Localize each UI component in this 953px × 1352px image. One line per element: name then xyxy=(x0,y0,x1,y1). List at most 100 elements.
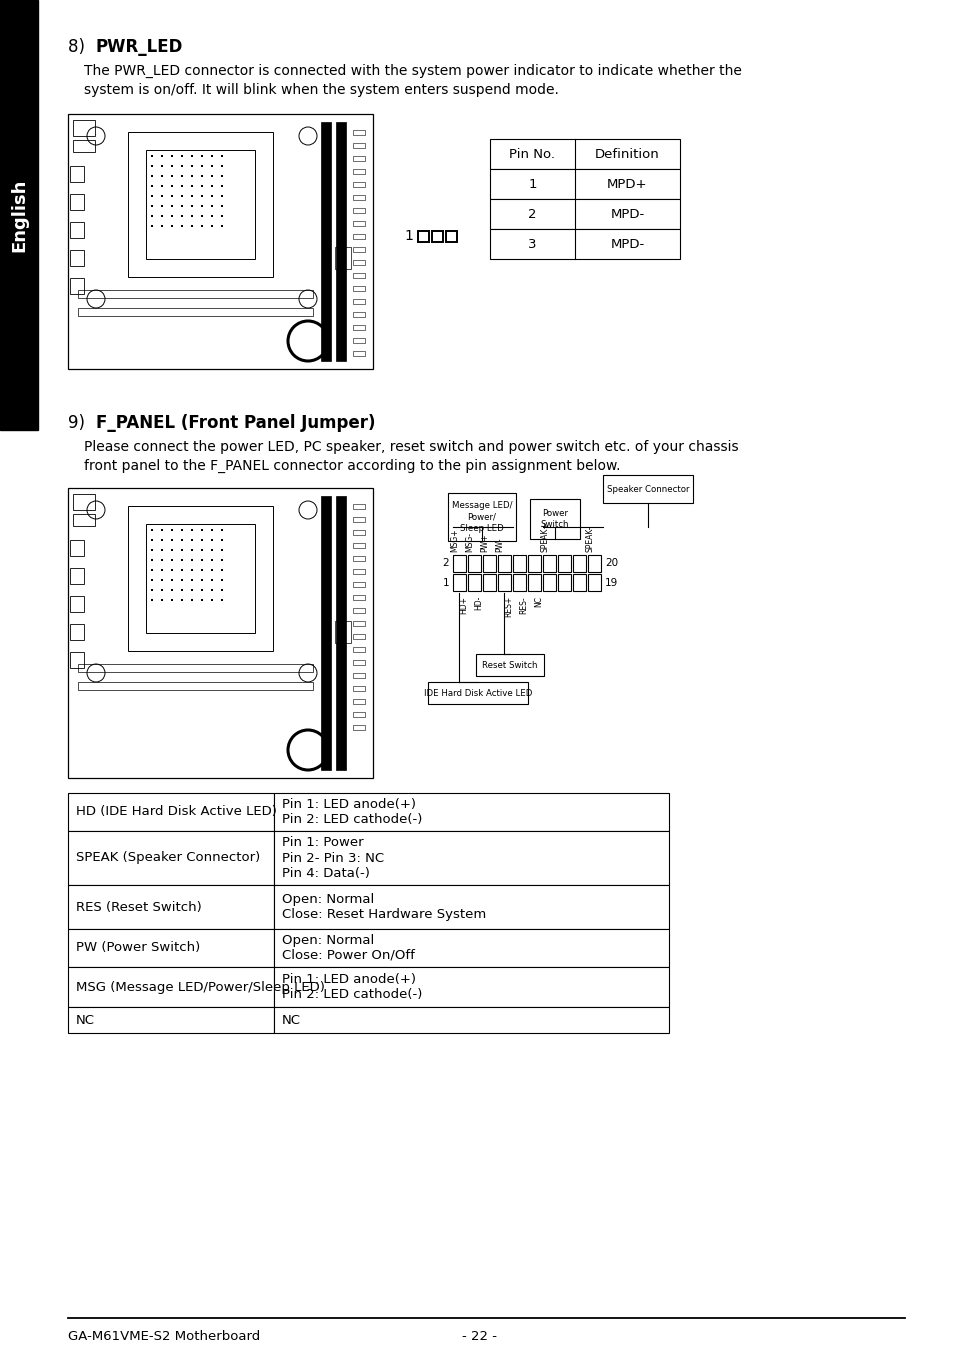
Bar xyxy=(171,529,172,531)
Bar xyxy=(353,208,365,214)
Text: NC: NC xyxy=(282,1014,301,1026)
Bar xyxy=(211,589,213,591)
Bar xyxy=(191,589,193,591)
Bar xyxy=(171,558,172,561)
Bar xyxy=(151,539,152,541)
Bar xyxy=(221,155,223,157)
Bar xyxy=(353,660,365,665)
Bar xyxy=(73,120,95,137)
Text: MPD-: MPD- xyxy=(610,207,644,220)
Text: system is on/off. It will blink when the system enters suspend mode.: system is on/off. It will blink when the… xyxy=(84,82,558,97)
Bar xyxy=(70,250,84,266)
Text: Pin 2- Pin 3: NC: Pin 2- Pin 3: NC xyxy=(282,852,384,864)
Bar xyxy=(128,132,273,277)
Bar xyxy=(151,195,152,197)
Text: front panel to the F_PANEL connector according to the pin assignment below.: front panel to the F_PANEL connector acc… xyxy=(84,458,619,473)
Bar xyxy=(353,621,365,626)
Bar xyxy=(274,967,668,1007)
Bar xyxy=(353,312,365,316)
Bar xyxy=(513,556,525,572)
Text: F_PANEL (Front Panel Jumper): F_PANEL (Front Panel Jumper) xyxy=(96,414,375,433)
Bar xyxy=(274,929,668,967)
Bar xyxy=(353,648,365,652)
Bar xyxy=(161,558,163,561)
Bar xyxy=(171,224,172,227)
Text: Pin 1: Power: Pin 1: Power xyxy=(282,837,363,849)
Bar xyxy=(490,228,679,260)
Bar xyxy=(151,569,152,571)
Bar xyxy=(181,599,183,602)
Bar xyxy=(446,231,456,242)
Bar xyxy=(181,569,183,571)
Text: PW-: PW- xyxy=(495,537,504,552)
Bar xyxy=(68,794,274,831)
Bar xyxy=(171,195,172,197)
Bar xyxy=(191,569,193,571)
Bar xyxy=(476,654,543,676)
Bar xyxy=(211,185,213,187)
Bar xyxy=(335,247,351,269)
Bar xyxy=(353,143,365,147)
Text: Pin 2: LED cathode(-): Pin 2: LED cathode(-) xyxy=(282,988,422,1000)
Bar xyxy=(68,967,274,1007)
Text: Speaker Connector: Speaker Connector xyxy=(606,484,688,493)
Bar xyxy=(542,556,556,572)
Text: GA-M61VME-S2 Motherboard: GA-M61VME-S2 Motherboard xyxy=(68,1329,260,1343)
Bar xyxy=(221,539,223,541)
Text: Open: Normal: Open: Normal xyxy=(282,934,374,946)
Bar xyxy=(353,569,365,575)
Bar xyxy=(181,215,183,218)
Bar xyxy=(353,725,365,730)
Bar xyxy=(482,575,496,591)
Bar xyxy=(201,549,203,552)
Bar xyxy=(353,556,365,561)
Bar xyxy=(201,174,203,177)
Bar xyxy=(353,247,365,251)
Bar xyxy=(221,224,223,227)
Bar xyxy=(161,539,163,541)
Bar xyxy=(161,549,163,552)
Bar xyxy=(70,625,84,639)
Bar xyxy=(73,493,95,510)
Bar xyxy=(527,556,540,572)
Bar xyxy=(171,539,172,541)
Bar xyxy=(490,139,679,169)
Bar xyxy=(191,579,193,581)
Bar xyxy=(68,488,373,777)
Bar xyxy=(353,699,365,704)
Text: RES (Reset Switch): RES (Reset Switch) xyxy=(76,900,201,914)
Text: Power
Switch: Power Switch xyxy=(540,508,569,529)
Bar xyxy=(335,621,351,644)
Bar xyxy=(558,575,571,591)
Text: MSG+: MSG+ xyxy=(450,529,459,552)
Bar xyxy=(161,529,163,531)
Bar xyxy=(353,324,365,330)
Bar xyxy=(353,260,365,265)
Text: Pin No.: Pin No. xyxy=(509,147,555,161)
Bar xyxy=(146,525,254,633)
Text: NC: NC xyxy=(534,596,543,607)
Bar xyxy=(497,575,511,591)
Bar xyxy=(171,589,172,591)
Bar xyxy=(181,558,183,561)
Bar xyxy=(201,185,203,187)
Bar xyxy=(191,155,193,157)
Text: The PWR_LED connector is connected with the system power indicator to indicate w: The PWR_LED connector is connected with … xyxy=(84,64,741,78)
Bar xyxy=(211,195,213,197)
Bar xyxy=(70,279,84,293)
Bar xyxy=(353,183,365,187)
Bar xyxy=(221,529,223,531)
Bar xyxy=(151,558,152,561)
Bar xyxy=(211,539,213,541)
Bar xyxy=(353,273,365,279)
Bar xyxy=(191,599,193,602)
Bar xyxy=(78,664,313,672)
Text: 9): 9) xyxy=(68,414,95,433)
Bar xyxy=(221,569,223,571)
Bar xyxy=(201,215,203,218)
Text: 8): 8) xyxy=(68,38,95,55)
Bar xyxy=(353,220,365,226)
Bar xyxy=(490,169,679,199)
Bar xyxy=(353,338,365,343)
Bar xyxy=(191,558,193,561)
